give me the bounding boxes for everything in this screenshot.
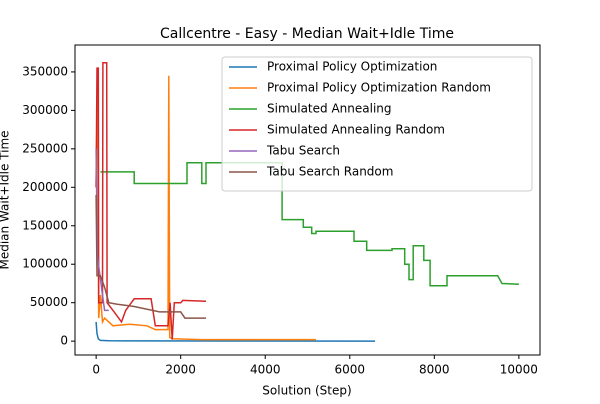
legend-label: Proximal Policy Optimization Random (267, 81, 491, 95)
series-line (95, 194, 206, 319)
y-tick-label: 0 (60, 334, 68, 348)
x-axis-label: Solution (Step) (262, 384, 351, 398)
y-axis-label: Median Wait+Idle Time (0, 130, 12, 269)
x-tick-label: 8000 (419, 363, 450, 377)
x-tick-label: 6000 (334, 363, 365, 377)
y-tick-label: 250000 (22, 141, 68, 155)
series-line (95, 61, 207, 340)
y-tick-label: 50000 (30, 295, 68, 309)
y-tick-label: 100000 (22, 257, 68, 271)
y-tick-label: 350000 (22, 64, 68, 78)
x-tick-label: 2000 (165, 363, 196, 377)
chart-title: Callcentre - Easy - Median Wait+Idle Tim… (160, 26, 454, 42)
plot-area (95, 61, 519, 342)
series-line (95, 321, 376, 342)
y-tick-label: 150000 (22, 218, 68, 232)
legend-label: Proximal Policy Optimization (267, 60, 437, 74)
y-tick-label: 200000 (22, 180, 68, 194)
legend-box (221, 56, 533, 192)
legend-label: Tabu Search Random (266, 165, 393, 179)
legend-label: Simulated Annealing (267, 102, 392, 116)
axes-frame (74, 44, 541, 356)
x-tick-label: 0 (92, 363, 100, 377)
y-tick-label: 300000 (22, 103, 68, 117)
legend-label: Simulated Annealing Random (267, 123, 445, 137)
x-tick-label: 4000 (250, 363, 281, 377)
series-line (100, 161, 519, 287)
x-tick-label: 10000 (500, 363, 538, 377)
legend-label: Tabu Search (266, 144, 340, 158)
